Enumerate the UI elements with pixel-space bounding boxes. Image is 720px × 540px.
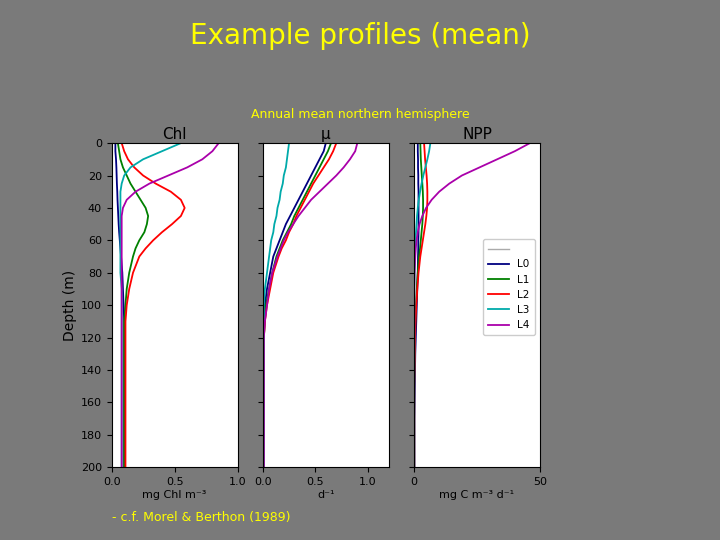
Title: NPP: NPP [462, 127, 492, 142]
Text: Annual mean northern hemisphere: Annual mean northern hemisphere [251, 108, 469, 121]
Text: - c.f. Morel & Berthon (1989): - c.f. Morel & Berthon (1989) [112, 511, 290, 524]
X-axis label: d⁻¹: d⁻¹ [317, 490, 335, 500]
X-axis label: mg Chl m⁻³: mg Chl m⁻³ [143, 490, 207, 500]
Text: Example profiles (mean): Example profiles (mean) [189, 22, 531, 50]
Legend: , L0, L1, L2, L3, L4: , L0, L1, L2, L3, L4 [483, 239, 535, 335]
Y-axis label: Depth (m): Depth (m) [63, 269, 76, 341]
Title: μ: μ [321, 127, 330, 142]
X-axis label: mg C m⁻³ d⁻¹: mg C m⁻³ d⁻¹ [439, 490, 515, 500]
Title: Chl: Chl [162, 127, 187, 142]
